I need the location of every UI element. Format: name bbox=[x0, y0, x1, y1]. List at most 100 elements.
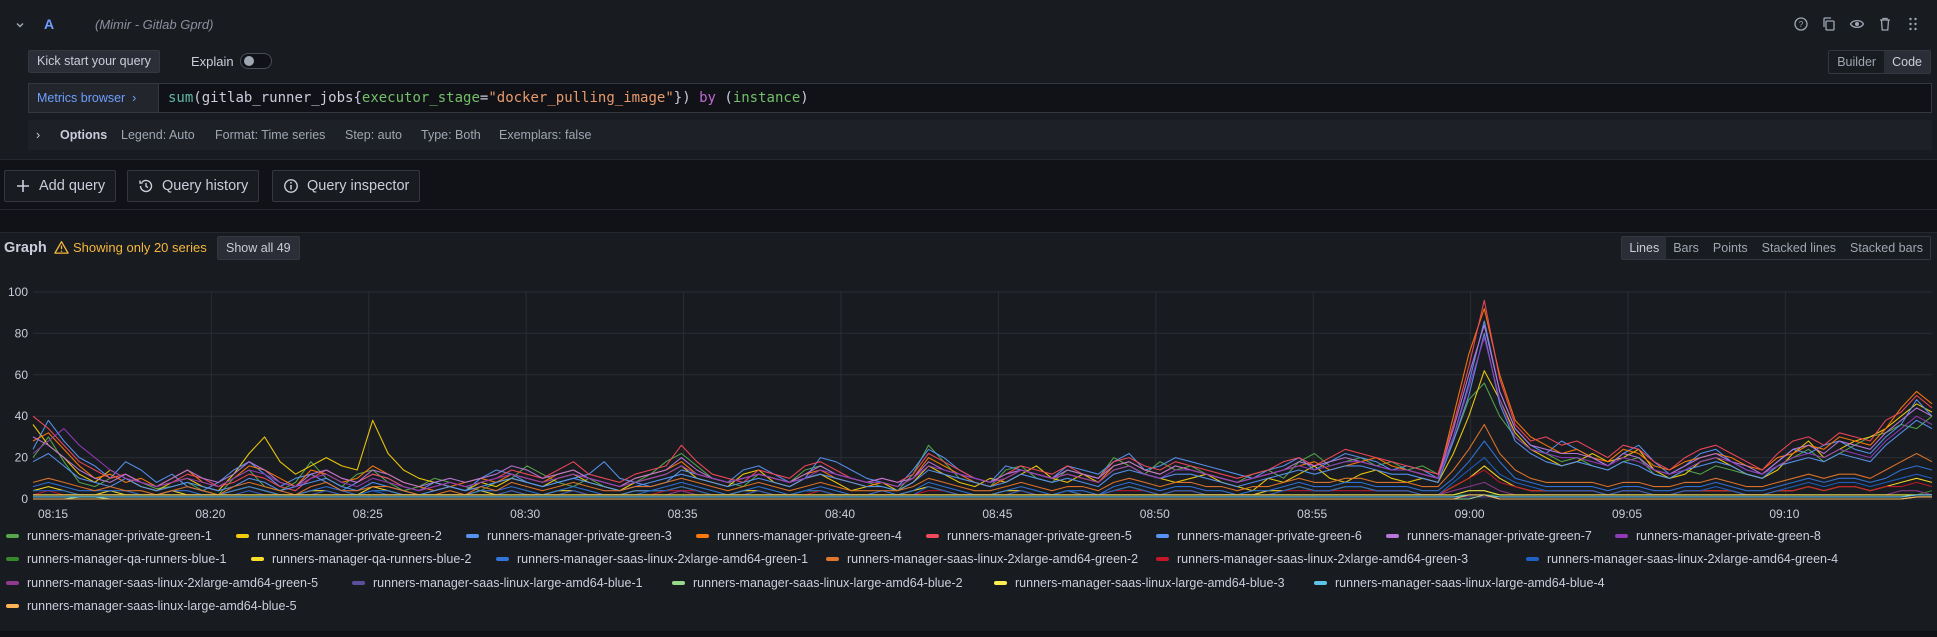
legend-swatch bbox=[696, 534, 709, 538]
expr-open: ( bbox=[193, 90, 201, 106]
legend-label: runners-manager-saas-linux-2xlarge-amd64… bbox=[1547, 552, 1838, 566]
mode-code[interactable]: Code bbox=[1884, 51, 1930, 73]
x-tick-label: 09:05 bbox=[1612, 507, 1642, 521]
options-legend: Legend: Auto bbox=[121, 120, 195, 150]
legend-item[interactable]: runners-manager-saas-linux-large-amd64-b… bbox=[352, 576, 643, 590]
legend-label: runners-manager-saas-linux-large-amd64-b… bbox=[693, 576, 963, 590]
y-tick-label: 40 bbox=[15, 409, 29, 423]
drag-handle-icon[interactable] bbox=[1905, 16, 1921, 32]
add-query-label: Add query bbox=[39, 178, 105, 194]
add-query-button[interactable]: Add query bbox=[4, 170, 116, 202]
chevron-right-icon[interactable]: › bbox=[36, 120, 40, 150]
options-exemplars: Exemplars: false bbox=[499, 120, 591, 150]
legend-item[interactable]: runners-manager-saas-linux-large-amd64-b… bbox=[994, 576, 1285, 590]
legend-item[interactable]: runners-manager-saas-linux-2xlarge-amd64… bbox=[1156, 552, 1468, 566]
show-all-button[interactable]: Show all 49 bbox=[217, 236, 300, 260]
x-tick-label: 08:40 bbox=[825, 507, 855, 521]
legend-swatch bbox=[1156, 534, 1169, 538]
legend-item[interactable]: runners-manager-saas-linux-large-amd64-b… bbox=[6, 599, 297, 613]
legend-item[interactable]: runners-manager-saas-linux-2xlarge-amd64… bbox=[1526, 552, 1838, 566]
legend-swatch bbox=[1526, 557, 1539, 561]
legend-item[interactable]: runners-manager-saas-linux-2xlarge-amd64… bbox=[496, 552, 808, 566]
legend-item[interactable]: runners-manager-private-green-6 bbox=[1156, 529, 1362, 543]
duplicate-icon[interactable] bbox=[1821, 16, 1837, 32]
help-icon[interactable]: ? bbox=[1793, 16, 1809, 32]
legend-item[interactable]: runners-manager-saas-linux-large-amd64-b… bbox=[1314, 576, 1605, 590]
query-editor[interactable]: sum(gitlab_runner_jobs{executor_stage="d… bbox=[158, 83, 1932, 113]
series-warning: Showing only 20 series bbox=[54, 240, 207, 255]
y-tick-label: 100 bbox=[8, 285, 28, 299]
legend-item[interactable]: runners-manager-private-green-8 bbox=[1615, 529, 1821, 543]
metrics-browser-button[interactable]: Metrics browser › bbox=[28, 83, 158, 113]
time-series-chart[interactable]: 0 20 40 60 80 100 08:15 08:20 08:25 08:30 08:35 08:… bbox=[0, 275, 1937, 525]
legend-item[interactable]: runners-manager-saas-linux-2xlarge-amd64… bbox=[826, 552, 1138, 566]
query-letter[interactable]: A bbox=[44, 16, 54, 32]
chevron-down-icon[interactable] bbox=[14, 19, 26, 31]
x-tick-label: 08:25 bbox=[353, 507, 383, 521]
legend-label: runners-manager-private-green-4 bbox=[717, 529, 902, 543]
options-bar[interactable]: › Options Legend: Auto Format: Time seri… bbox=[28, 120, 1932, 150]
x-tick-label: 08:45 bbox=[982, 507, 1012, 521]
legend-item[interactable]: runners-manager-private-green-4 bbox=[696, 529, 902, 543]
legend-item[interactable]: runners-manager-private-green-7 bbox=[1386, 529, 1592, 543]
series-line bbox=[33, 441, 1932, 495]
legend-swatch bbox=[1615, 534, 1628, 538]
legend-label: runners-manager-saas-linux-large-amd64-b… bbox=[27, 599, 297, 613]
view-bars[interactable]: Bars bbox=[1666, 237, 1706, 259]
trash-icon[interactable] bbox=[1877, 16, 1893, 32]
legend-item[interactable]: runners-manager-private-green-3 bbox=[466, 529, 672, 543]
mode-builder[interactable]: Builder bbox=[1829, 51, 1884, 73]
legend-item[interactable]: runners-manager-saas-linux-2xlarge-amd64… bbox=[6, 576, 318, 590]
legend-item[interactable]: runners-manager-saas-linux-large-amd64-b… bbox=[672, 576, 963, 590]
x-tick-label: 08:35 bbox=[668, 507, 698, 521]
legend-item[interactable]: runners-manager-qa-runners-blue-2 bbox=[251, 552, 471, 566]
legend-item[interactable]: runners-manager-private-green-5 bbox=[926, 529, 1132, 543]
query-history-button[interactable]: Query history bbox=[127, 170, 259, 202]
expr-by: by bbox=[699, 90, 716, 106]
expr-label: executor_stage bbox=[362, 90, 480, 106]
legend-swatch bbox=[496, 557, 509, 561]
expr-fn: sum bbox=[168, 90, 193, 106]
legend-swatch bbox=[1314, 581, 1327, 585]
legend-item[interactable]: runners-manager-private-green-1 bbox=[6, 529, 212, 543]
query-header: A (Mimir - Gitlab Gprd) ? bbox=[0, 0, 1937, 50]
eye-icon[interactable] bbox=[1849, 16, 1865, 32]
x-tick-label: 08:20 bbox=[195, 507, 225, 521]
x-tick-label: 08:55 bbox=[1297, 507, 1327, 521]
expr-group-close: ) bbox=[800, 90, 808, 106]
legend-label: runners-manager-saas-linux-2xlarge-amd64… bbox=[517, 552, 808, 566]
legend-label: runners-manager-qa-runners-blue-1 bbox=[27, 552, 226, 566]
info-icon bbox=[283, 178, 299, 194]
legend-swatch bbox=[672, 581, 685, 585]
legend-item[interactable]: runners-manager-qa-runners-blue-1 bbox=[6, 552, 226, 566]
legend-label: runners-manager-saas-linux-large-amd64-b… bbox=[1015, 576, 1285, 590]
y-tick-label: 60 bbox=[15, 368, 29, 382]
datasource-name: (Mimir - Gitlab Gprd) bbox=[95, 17, 213, 32]
expr-rbrace: } bbox=[674, 90, 682, 106]
view-points[interactable]: Points bbox=[1706, 237, 1755, 259]
query-history-label: Query history bbox=[162, 178, 248, 194]
explain-toggle[interactable] bbox=[240, 53, 272, 69]
chevron-right-icon: › bbox=[129, 91, 137, 105]
y-tick-label: 80 bbox=[15, 326, 29, 340]
legend-item[interactable]: runners-manager-private-green-2 bbox=[236, 529, 442, 543]
view-stacked-lines[interactable]: Stacked lines bbox=[1755, 237, 1843, 259]
expr-close: ) bbox=[682, 90, 690, 106]
options-title: Options bbox=[60, 120, 107, 150]
view-stacked-bars[interactable]: Stacked bars bbox=[1843, 237, 1930, 259]
legend-label: runners-manager-saas-linux-2xlarge-amd64… bbox=[27, 576, 318, 590]
view-lines[interactable]: Lines bbox=[1622, 237, 1666, 259]
legend-swatch bbox=[466, 534, 479, 538]
options-format: Format: Time series bbox=[215, 120, 325, 150]
expr-metric: gitlab_runner_jobs bbox=[202, 90, 354, 106]
x-tick-label: 08:15 bbox=[38, 507, 68, 521]
kick-start-button[interactable]: Kick start your query bbox=[28, 50, 160, 73]
query-inspector-button[interactable]: Query inspector bbox=[272, 170, 420, 202]
legend-swatch bbox=[6, 581, 19, 585]
legend-label: runners-manager-private-green-8 bbox=[1636, 529, 1821, 543]
legend-swatch bbox=[826, 557, 839, 561]
warning-icon bbox=[54, 240, 69, 255]
series-line bbox=[33, 333, 1932, 495]
view-type-switch: Lines Bars Points Stacked lines Stacked … bbox=[1621, 236, 1931, 260]
legend-label: runners-manager-qa-runners-blue-2 bbox=[272, 552, 471, 566]
